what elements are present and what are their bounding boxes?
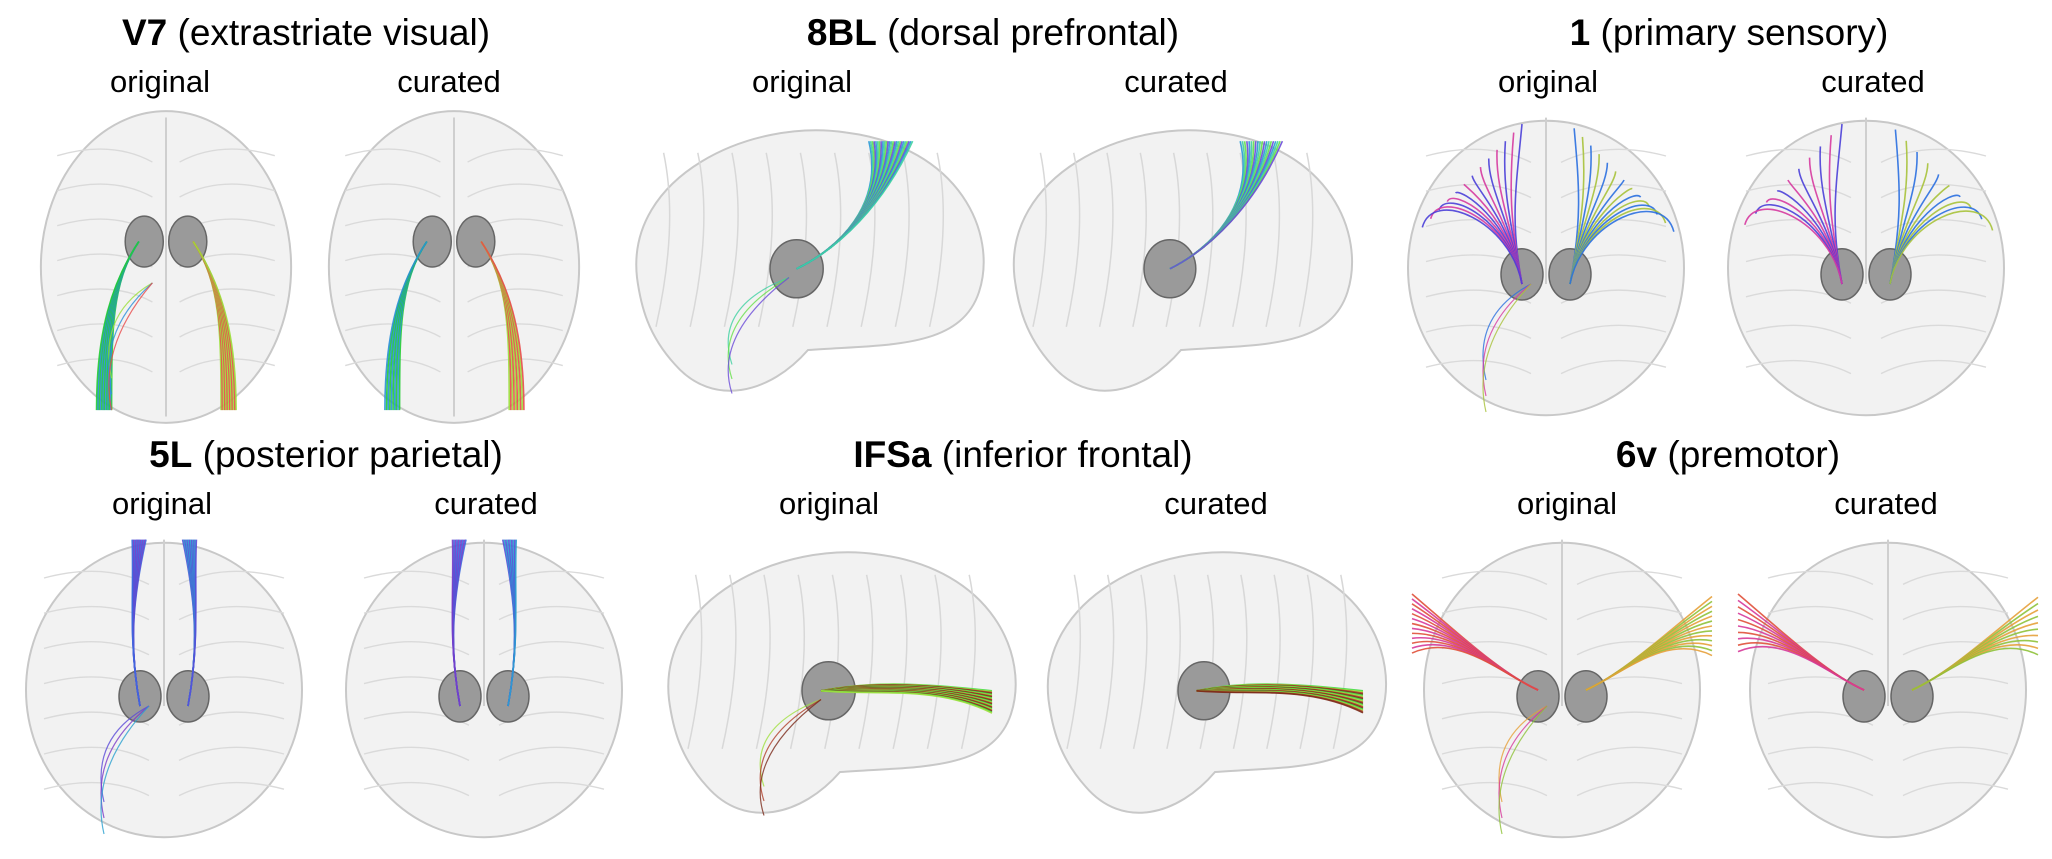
brain-outline [327, 110, 581, 424]
panel-title-ifsa: IFSa (inferior frontal) [853, 436, 1192, 473]
brain-outline [39, 110, 293, 424]
tract-fibers [1737, 593, 2039, 691]
tract-fibers [727, 140, 914, 394]
panel-title-v7: V7 (extrastriate visual) [122, 14, 490, 51]
thalamus-mesh [769, 239, 824, 299]
thalamus-mesh [1868, 248, 1912, 301]
tract-fibers [759, 683, 993, 816]
thalamus-mesh [1500, 248, 1544, 301]
label-curated: curated [1124, 64, 1228, 99]
brain-outline [1012, 129, 1354, 392]
thalamus-mesh [455, 215, 496, 268]
tract-fibers [1744, 123, 1994, 285]
brain-render-6v-original [1411, 539, 1713, 839]
label-curated: curated [1821, 64, 1925, 99]
tract-fibers [1411, 593, 1713, 835]
label-original: original [112, 486, 212, 521]
region-code: 5L [149, 434, 193, 475]
thalamus-mesh [1564, 670, 1608, 723]
panel-title-5l: 5L (posterior parietal) [149, 436, 503, 473]
region-name: (dorsal prefrontal) [887, 12, 1180, 53]
brain-render-1-original [1407, 117, 1685, 417]
thalamus-mesh [1516, 670, 1560, 723]
label-curated: curated [434, 486, 538, 521]
thalamus-mesh [438, 670, 482, 723]
label-curated: curated [397, 64, 501, 99]
thalamus-mesh [166, 670, 210, 723]
tract-fibers [451, 539, 518, 707]
thalamus-mesh [124, 215, 165, 268]
label-original: original [1498, 64, 1598, 99]
panel-title-6v: 6v (premotor) [1616, 436, 1840, 473]
brain-render-v7-curated [327, 110, 581, 424]
label-original: original [779, 486, 879, 521]
label-curated: curated [1164, 486, 1268, 521]
region-code: 6v [1615, 434, 1658, 475]
brain-render-1-curated [1727, 117, 2005, 417]
thalamus-mesh [1890, 670, 1934, 723]
brain-render-8bl-original [635, 129, 985, 394]
region-name: (posterior parietal) [202, 434, 503, 475]
region-code: V7 [121, 12, 168, 53]
thalamus-mesh [486, 670, 530, 723]
label-curated: curated [1834, 486, 1938, 521]
tract-fibers [1169, 140, 1284, 270]
thalamus-mesh [412, 215, 453, 268]
thalamus-mesh [118, 670, 162, 723]
thalamus-mesh [1548, 248, 1592, 301]
brain-outline [1046, 551, 1388, 814]
brain-render-ifsa-curated [1046, 551, 1388, 814]
tract-fibers [100, 539, 198, 835]
region-code: 8BL [806, 12, 877, 53]
brain-render-5l-curated [345, 539, 623, 839]
brain-outline [1423, 539, 1701, 839]
brain-render-5l-original [25, 539, 303, 839]
brain-outline [1749, 539, 2027, 839]
panel-title-8bl: 8BL (dorsal prefrontal) [807, 14, 1179, 51]
region-name: (inferior frontal) [941, 434, 1193, 475]
brain-outline [25, 539, 303, 839]
tract-fibers [1196, 683, 1364, 714]
tract-fibers [1421, 123, 1675, 413]
brain-outline [667, 551, 1017, 814]
brain-outline [345, 539, 623, 839]
brain-render-6v-curated [1737, 539, 2039, 839]
region-code: IFSa [853, 434, 932, 475]
label-original: original [110, 64, 210, 99]
label-original: original [752, 64, 852, 99]
tract-fibers [95, 241, 237, 411]
brain-render-ifsa-original [667, 551, 1017, 816]
region-name: (primary sensory) [1600, 12, 1889, 53]
panel-title-1: 1 (primary sensory) [1570, 14, 1889, 51]
thalamus-mesh [1842, 670, 1886, 723]
region-name: (extrastriate visual) [177, 12, 491, 53]
brain-outline [1407, 117, 1685, 417]
tract-fibers [384, 241, 525, 411]
brain-render-v7-original [39, 110, 293, 424]
brain-render-8bl-curated [1012, 129, 1354, 392]
label-original: original [1517, 486, 1617, 521]
brain-outline [635, 129, 985, 392]
region-code: 1 [1569, 12, 1591, 53]
thalamus-mesh [1820, 248, 1864, 301]
brain-outline [1727, 117, 2005, 417]
region-name: (premotor) [1667, 434, 1841, 475]
thalamus-mesh [167, 215, 208, 268]
